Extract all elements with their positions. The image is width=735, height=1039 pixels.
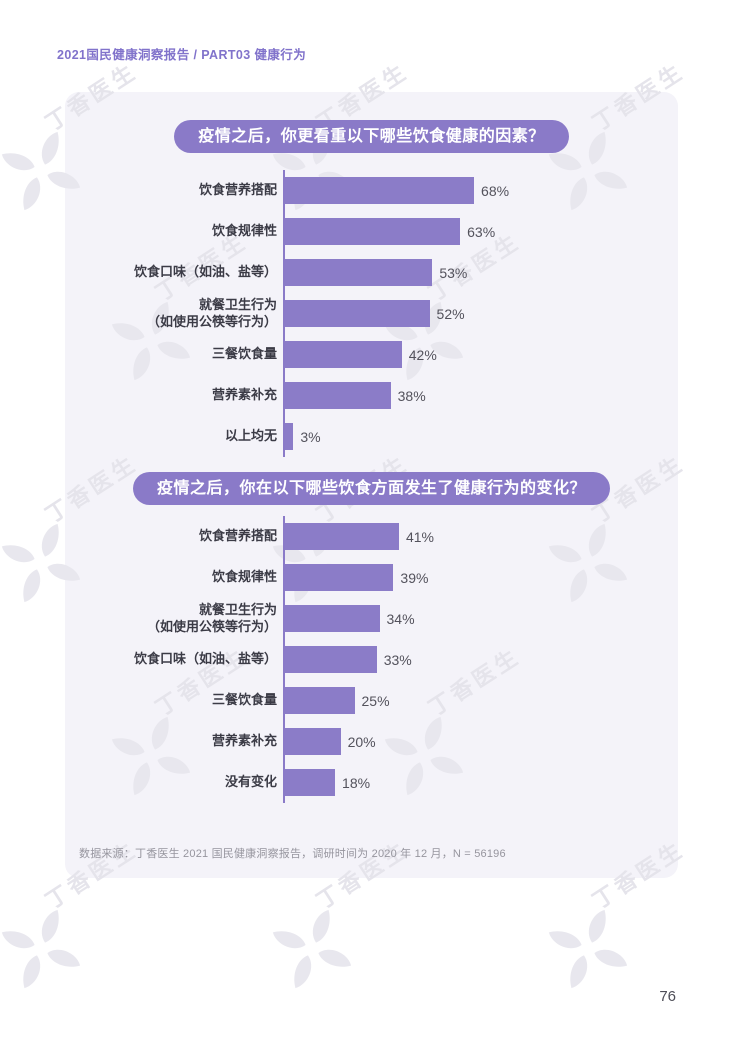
chart-row: 饮食规律性 39%: [65, 557, 678, 598]
chart2-bars: 饮食营养搭配 41% 饮食规律性 39% 就餐卫生行为 （如使用公筷等行为） 3…: [65, 516, 678, 803]
bar: [285, 218, 461, 245]
bar: [285, 423, 294, 450]
value-label: 34%: [386, 610, 415, 627]
category-label: 饮食口味（如油、盐等）: [133, 651, 277, 667]
category-label: 饮食规律性: [211, 569, 277, 585]
category-label: 三餐饮食量: [211, 346, 277, 362]
chart1-bars: 饮食营养搭配 68% 饮食规律性 63% 饮食口味（如油、盐等） 53% 就餐卫…: [65, 170, 678, 457]
bar: [285, 605, 380, 632]
lilac-flower-icon: [548, 909, 628, 989]
bar: [285, 259, 433, 286]
lilac-flower-icon: [1, 909, 81, 989]
category-label: 就餐卫生行为 （如使用公筷等行为）: [146, 602, 277, 634]
value-label: 68%: [481, 182, 510, 199]
lilac-flower-icon: [272, 909, 352, 989]
value-label: 42%: [408, 346, 437, 363]
value-label: 53%: [439, 264, 468, 281]
value-label: 33%: [383, 651, 412, 668]
value-label: 41%: [405, 528, 434, 545]
category-label: 就餐卫生行为 （如使用公筷等行为）: [146, 297, 277, 329]
category-label: 饮食口味（如油、盐等）: [133, 264, 277, 280]
chart-row: 以上均无 3%: [65, 416, 678, 457]
category-label: 饮食规律性: [211, 223, 277, 239]
bar: [285, 523, 399, 550]
chart-row: 饮食营养搭配 68%: [65, 170, 678, 211]
bar: [285, 564, 394, 591]
value-label: 3%: [300, 428, 321, 445]
bar: [285, 382, 391, 409]
value-label: 38%: [397, 387, 426, 404]
bar: [285, 300, 430, 327]
category-label: 饮食营养搭配: [198, 182, 277, 198]
category-label: 以上均无: [224, 428, 277, 444]
chart-row: 就餐卫生行为 （如使用公筷等行为） 34%: [65, 598, 678, 639]
value-label: 25%: [361, 692, 390, 709]
value-label: 18%: [342, 774, 371, 791]
value-label: 63%: [467, 223, 496, 240]
bar: [285, 769, 336, 796]
value-label: 20%: [347, 733, 376, 750]
chart2-title-pill: 疫情之后，你在以下哪些饮食方面发生了健康行为的变化？: [132, 472, 610, 505]
chart-card: 疫情之后，你更看重以下哪些饮食健康的因素？ 饮食营养搭配 68% 饮食规律性 6…: [65, 92, 678, 878]
page-number: 76: [659, 988, 676, 1005]
chart-row: 饮食口味（如油、盐等） 33%: [65, 639, 678, 680]
category-label: 三餐饮食量: [211, 692, 277, 708]
category-label: 营养素补充: [211, 387, 277, 403]
report-breadcrumb: 2021国民健康洞察报告 / PART03 健康行为: [57, 48, 307, 62]
value-label: 39%: [400, 569, 429, 586]
chart-row: 没有变化 18%: [65, 762, 678, 803]
chart-row: 营养素补充 20%: [65, 721, 678, 762]
chart-row: 饮食规律性 63%: [65, 211, 678, 252]
chart-row: 三餐饮食量 25%: [65, 680, 678, 721]
chart-row: 营养素补充 38%: [65, 375, 678, 416]
data-source-note: 数据来源：丁香医生 2021 国民健康洞察报告，调研时间为 2020 年 12 …: [79, 848, 506, 860]
bar: [285, 341, 402, 368]
chart-row: 饮食口味（如油、盐等） 53%: [65, 252, 678, 293]
bar: [285, 177, 475, 204]
bar: [285, 646, 377, 673]
bar: [285, 687, 355, 714]
chart1-title-pill: 疫情之后，你更看重以下哪些饮食健康的因素？: [174, 120, 569, 153]
category-label: 营养素补充: [211, 733, 277, 749]
chart-row: 饮食营养搭配 41%: [65, 516, 678, 557]
chart-row: 就餐卫生行为 （如使用公筷等行为） 52%: [65, 293, 678, 334]
bar: [285, 728, 341, 755]
value-label: 52%: [436, 305, 465, 322]
category-label: 没有变化: [224, 774, 277, 790]
chart-row: 三餐饮食量 42%: [65, 334, 678, 375]
category-label: 饮食营养搭配: [198, 528, 277, 544]
